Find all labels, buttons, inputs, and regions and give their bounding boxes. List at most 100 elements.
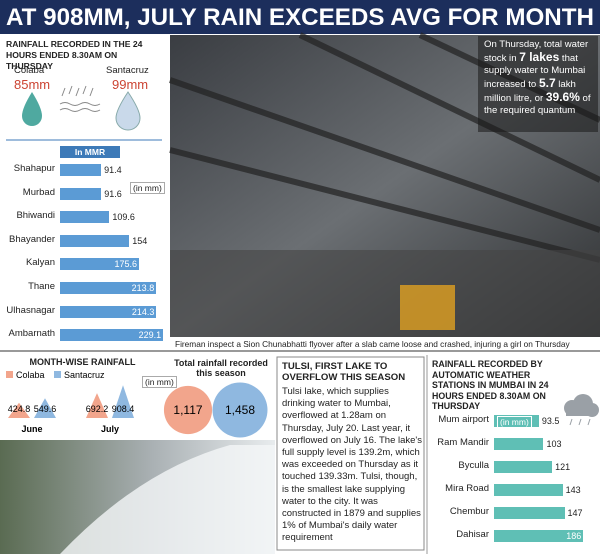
category-label: Dahisar <box>456 529 489 540</box>
category-label: Mira Road <box>445 483 489 494</box>
triangle <box>34 398 56 418</box>
category-label: Ram Mandir <box>437 437 489 448</box>
headline-band <box>0 0 600 34</box>
bar <box>494 415 539 427</box>
legend-swatch <box>54 371 61 378</box>
month-label: July <box>101 424 119 434</box>
rain-drops <box>569 418 591 426</box>
station-name: Santacruz <box>106 65 149 76</box>
value-label: 213.8 <box>131 283 155 293</box>
category-label: Bhayander <box>9 233 55 245</box>
photo-barrier <box>400 285 455 330</box>
value-label: 143 <box>565 485 581 495</box>
value-label: 908.4 <box>112 404 135 414</box>
bar <box>494 484 563 496</box>
stations-title: RAINFALL RECORDED BY AUTOMATIC WEATHER S… <box>432 359 549 412</box>
bar <box>60 258 140 271</box>
category-label: Ulhasnagar <box>6 304 55 316</box>
legend-label: Santacruz <box>64 370 105 380</box>
headline: AT 908MM, JULY RAIN EXCEEDS AVG FOR MONT… <box>6 4 594 31</box>
unit-label: (in mm) <box>497 416 532 428</box>
category-label: Mum airport <box>438 414 489 425</box>
month-label: June <box>21 424 42 434</box>
category-label: Kalyan <box>25 257 55 269</box>
bar <box>494 530 584 542</box>
station-name: Colaba <box>14 65 45 76</box>
bar <box>60 234 130 247</box>
category-label: Thane <box>28 281 55 292</box>
rain-icon <box>59 85 101 112</box>
bar <box>60 187 102 200</box>
mmr-label-bg <box>60 146 120 158</box>
category-label: Bhiwandi <box>16 210 55 222</box>
mmr-label: In MMR <box>74 147 106 157</box>
station-value: 85mm <box>14 77 51 92</box>
bar <box>60 282 157 294</box>
triangle <box>86 393 108 418</box>
value-label: 229.1 <box>138 330 162 341</box>
category-label: Byculla <box>458 460 489 471</box>
value-label: 214.3 <box>131 306 155 317</box>
value-label: 147 <box>567 508 583 518</box>
bar <box>494 461 553 473</box>
bar <box>60 211 110 224</box>
season-svg: 1,117 1,458 <box>163 382 268 438</box>
total-circle <box>212 382 268 438</box>
overlay-box <box>478 36 598 132</box>
bar <box>60 305 157 318</box>
unit-label: (in mm) <box>142 376 177 388</box>
season-title: Total rainfall recorded this season <box>174 358 268 378</box>
value-label: 109.6 <box>112 212 135 223</box>
station-value: 99mm <box>112 77 149 92</box>
photo-street <box>170 250 600 337</box>
value-label: 103 <box>546 439 562 449</box>
drop-icon <box>115 91 141 131</box>
overlay-text: 5.7 <box>538 76 556 90</box>
total-label: 1,458 <box>225 403 255 417</box>
left-title: RAINFALL RECORDED IN THE 24 HOURS ENDED … <box>6 39 143 71</box>
total-label: 1,117 <box>173 403 202 417</box>
overlay-text: lakh million litre, or <box>484 79 576 104</box>
article-title: TULSI, FIRST LAKE TO OVERFLOW THIS SEASO… <box>282 361 406 383</box>
monthwise-svg: Colaba Santacruz 424.8 549.6 June 692.2 908.4 J… <box>6 370 135 434</box>
photo-caption: Fireman inspect a Sion Chunabhatti flyov… <box>175 339 570 349</box>
value-label: 93.5 <box>541 416 560 426</box>
bar <box>60 164 102 176</box>
category-label: Chembur <box>449 506 489 517</box>
triangle <box>8 402 30 418</box>
value-label: 121 <box>555 462 571 472</box>
value-label: 692.2 <box>86 404 109 414</box>
value-label: 186 <box>566 531 582 541</box>
drop-icon <box>22 92 42 126</box>
cloud-icon <box>564 394 599 417</box>
bar <box>60 329 164 342</box>
category-label: Ambarnath <box>8 328 55 340</box>
unit-label: (in mm) <box>130 182 165 194</box>
value-label: 91.6 <box>104 188 122 199</box>
monthwise-chart: Colaba Santacruz 424.8 549.6 June 692.2 908.4 J… <box>0 0 170 445</box>
legend-label: Colaba <box>16 370 45 380</box>
lake-water <box>60 445 275 554</box>
category-label: Shahapur <box>13 163 55 174</box>
category-label: Murbad <box>22 186 55 198</box>
value-label: 91.4 <box>104 165 122 175</box>
overlay-text: 39.6% <box>545 90 580 104</box>
legend-swatch <box>6 371 13 378</box>
value-label: 424.8 <box>8 404 31 414</box>
monthwise-title: MONTH-WISE RAINFALL <box>29 357 136 367</box>
overlay-text: 7 lakes <box>519 50 560 64</box>
value-label: 175.6 <box>114 259 138 270</box>
total-circle <box>163 385 213 435</box>
overlay-text: that supply water to Mumbai increased to <box>484 53 586 90</box>
season-chart: 1,117 1,458 <box>0 0 280 445</box>
photo-overlay: On Thursday, total water stock in 7 lake… <box>484 39 596 117</box>
bar <box>494 438 544 450</box>
value-label: 154 <box>132 235 148 246</box>
overlay-text: of the required quantum <box>484 93 591 116</box>
triangle <box>112 385 134 418</box>
article-box <box>276 356 425 551</box>
bar <box>494 507 565 519</box>
article-body: Tulsi lake, which supplies drinking wate… <box>282 386 422 544</box>
